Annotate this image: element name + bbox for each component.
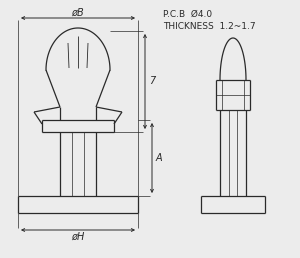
Text: 7: 7 <box>149 77 155 86</box>
Text: øB: øB <box>72 8 84 18</box>
Text: P.C.B  Ø4.0: P.C.B Ø4.0 <box>163 10 212 19</box>
Text: THICKNESS  1.2~1.7: THICKNESS 1.2~1.7 <box>163 22 256 31</box>
Text: A: A <box>156 153 162 163</box>
Text: øH: øH <box>71 232 85 242</box>
